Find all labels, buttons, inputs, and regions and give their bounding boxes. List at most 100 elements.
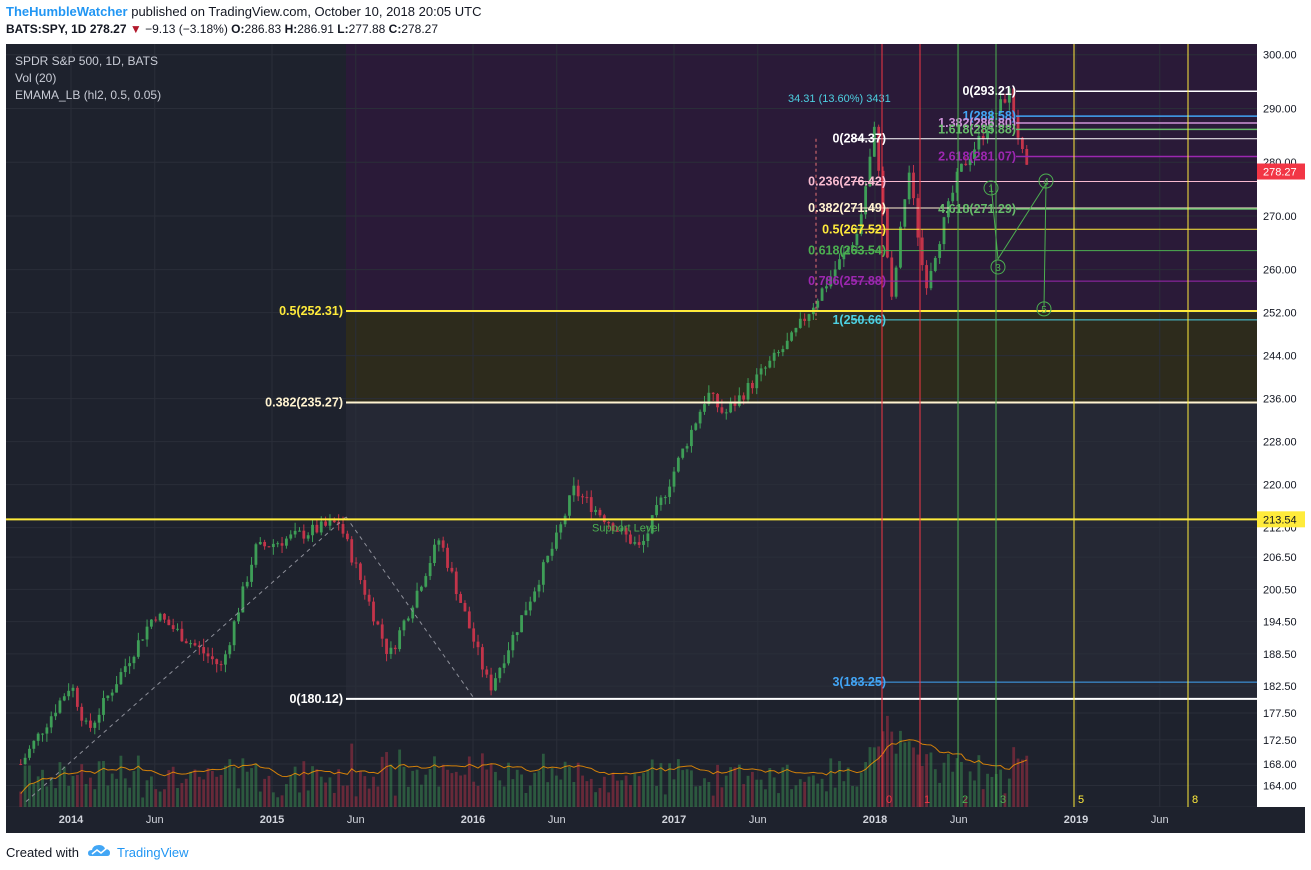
fib-minor-label: 0.618(263.54) xyxy=(808,244,886,258)
candle-body xyxy=(755,374,759,389)
tradingview-link[interactable]: TradingView xyxy=(117,845,189,860)
candle-body xyxy=(899,226,902,268)
fib-minor-label: 0.786(257.88) xyxy=(808,274,886,288)
price-tick-label: 164.00 xyxy=(1263,781,1297,793)
volume-bar xyxy=(489,763,493,807)
volume-bar xyxy=(986,773,989,807)
candle-body xyxy=(58,700,62,713)
fib-ext-label: 2.618(281.07) xyxy=(938,149,1016,163)
candle-body xyxy=(215,659,219,665)
volume-bar xyxy=(859,772,863,807)
volume-bar xyxy=(176,787,179,807)
volume-bar xyxy=(955,758,959,807)
measure-label: 34.31 (13.60%) 3431 xyxy=(788,93,891,105)
candle-body xyxy=(598,509,602,516)
candle-body xyxy=(1012,88,1016,117)
wave-circle xyxy=(990,259,1006,275)
time-tick-label: Jun xyxy=(347,814,365,826)
tradingview-cloud-icon[interactable] xyxy=(88,843,112,859)
volume-bar xyxy=(716,764,719,807)
candle-body xyxy=(925,265,928,289)
candle-body xyxy=(694,423,698,430)
volume-bar xyxy=(833,787,837,807)
candle-body xyxy=(920,237,924,266)
candle-body xyxy=(145,626,149,640)
candle-body xyxy=(389,647,393,655)
volume-bar xyxy=(568,766,571,807)
candle-body xyxy=(1016,116,1020,138)
candle-body xyxy=(655,505,658,516)
candle-body xyxy=(115,684,118,693)
volume-bar xyxy=(337,769,341,807)
candle-body xyxy=(424,576,428,587)
candle-body xyxy=(41,733,44,735)
candle-body xyxy=(951,192,955,202)
volume-bar xyxy=(894,753,898,807)
candle-body xyxy=(764,367,767,369)
candle-body xyxy=(150,619,153,627)
candle-body xyxy=(232,621,236,646)
volume-bar xyxy=(154,789,158,807)
volume-bar xyxy=(633,773,637,807)
author-link[interactable]: TheHumbleWatcher xyxy=(6,4,128,19)
candle-body xyxy=(345,533,349,540)
volume-bar xyxy=(202,779,206,807)
legend-indicator[interactable]: EMAMA_LB (hl2, 0.5, 0.05) xyxy=(15,88,162,102)
volume-bar xyxy=(219,774,223,807)
volume-bar xyxy=(964,797,968,807)
fib-minor-label: 0(284.37) xyxy=(832,132,886,146)
volume-bar xyxy=(624,775,628,807)
candle-body xyxy=(676,457,680,472)
candle-body xyxy=(406,618,410,621)
time-tick-label: Jun xyxy=(1151,814,1169,826)
candle-body xyxy=(197,645,201,648)
time-zone-label: 2 xyxy=(962,794,968,806)
volume-bar xyxy=(929,752,933,807)
price-chart[interactable]: Support Level 0(180.12) 0.382(235.27) 0.5(2… xyxy=(6,44,1305,833)
candle-body xyxy=(359,563,362,581)
candle-body xyxy=(559,524,563,533)
candle-body xyxy=(102,698,105,715)
volume-bar xyxy=(128,787,132,807)
low-label: L: xyxy=(337,22,349,36)
price-tick-label: 200.50 xyxy=(1263,584,1297,596)
chart-area[interactable]: Support Level 0(180.12) 0.382(235.27) 0.5(2… xyxy=(6,44,1305,833)
candle-body xyxy=(798,318,802,328)
candle-body xyxy=(45,727,49,734)
candle-body xyxy=(136,640,140,657)
candle-body xyxy=(245,581,249,587)
candle-body xyxy=(184,641,188,644)
candle-body xyxy=(428,563,432,577)
volume-bar xyxy=(729,767,733,807)
candle-body xyxy=(276,543,280,545)
price-tick-label: 228.00 xyxy=(1263,437,1297,449)
quote-line: BATS:SPY, 1D 278.27 ▼ −9.13 (−3.18%) O:2… xyxy=(6,22,438,36)
volume-bar xyxy=(707,782,711,807)
candle-body xyxy=(737,395,741,406)
fib-ext-label: 4.618(271.29) xyxy=(938,202,1016,216)
candle-body xyxy=(511,635,515,651)
legend-symbol[interactable]: SPDR S&P 500, 1D, BATS xyxy=(15,54,158,68)
candle-body xyxy=(467,611,471,629)
wave-path xyxy=(990,181,1047,308)
candle-body xyxy=(285,538,288,546)
volume-bar xyxy=(402,766,406,807)
volume-bar xyxy=(363,776,367,807)
volume-bar xyxy=(868,747,872,807)
volume-bar xyxy=(576,762,580,807)
legend-volume[interactable]: Vol (20) xyxy=(15,71,57,85)
volume-bar xyxy=(881,731,885,807)
time-zone-label: 0 xyxy=(886,794,892,806)
candle-body xyxy=(385,638,388,655)
volume-bar xyxy=(189,771,192,807)
time-zone-label: 3 xyxy=(1000,794,1006,806)
candle-body xyxy=(84,720,88,722)
volume-bar xyxy=(507,762,510,807)
volume-bar xyxy=(759,779,763,807)
volume-bar xyxy=(106,785,110,807)
volume-bar xyxy=(341,785,345,807)
candle-body xyxy=(703,404,706,412)
volume-bar xyxy=(942,762,946,807)
candle-body xyxy=(271,543,275,548)
volume-bar xyxy=(463,774,467,807)
